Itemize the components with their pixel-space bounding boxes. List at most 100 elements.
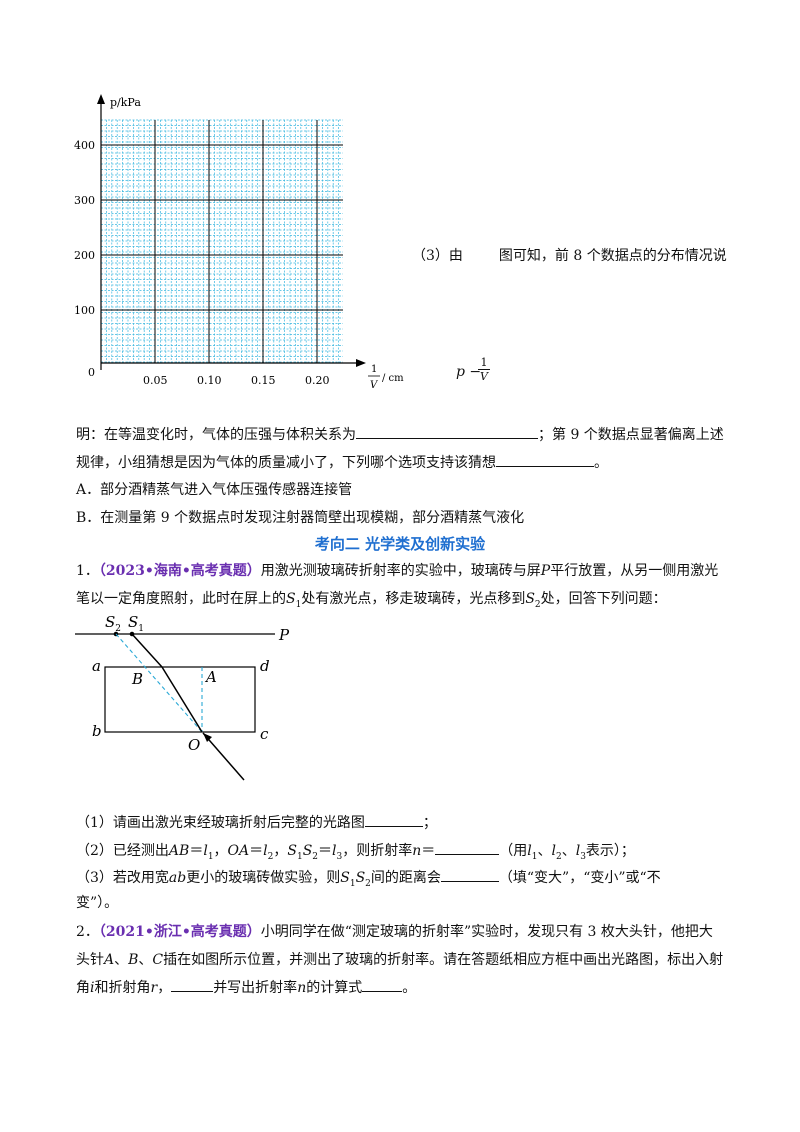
y-tick-300: 300	[74, 194, 95, 207]
y-tick-200: 200	[74, 249, 95, 262]
q2-m3-sub: 3	[580, 851, 586, 862]
y-tick-100: 100	[74, 304, 95, 317]
problem-2-text1: 小明同学在做“测定玻璃的折射率”实验时，发现只有 3 枚大头针，他把大	[260, 924, 713, 940]
q2-m2: l	[551, 843, 556, 859]
answer-blank-q1[interactable]	[364, 812, 423, 827]
problem-2-B: B	[128, 952, 139, 968]
problem-2-text3d: 并写出折射率	[213, 980, 298, 996]
x-tick-0.15: 0.15	[251, 374, 276, 387]
label-O: O	[188, 736, 200, 754]
x-axis-arrow	[356, 359, 366, 367]
side-formula-den: V	[478, 369, 490, 383]
problem-1-text3b: 处有激光点，移走玻璃砖，光点移到	[301, 591, 526, 607]
q2-t4: 表示）；	[585, 843, 635, 859]
q2-S1S2-S2: S	[302, 843, 313, 859]
q3b-S1-sub: 1	[349, 878, 356, 889]
q2-S1S2-sub1: 1	[296, 851, 303, 862]
q2-sep2: 、	[561, 843, 576, 859]
p-vs-inverse-v-grid-graph: p/kPa 400 300 200 100 0 0.05 0.10 0.15 0…	[74, 94, 404, 391]
q2-l2-sub: 2	[267, 851, 274, 862]
problem-2-sep2: 、	[138, 952, 153, 968]
answer-blank-q2[interactable]	[435, 840, 500, 855]
x-tick-0.20: 0.20	[305, 374, 330, 387]
label-b: b	[92, 722, 102, 740]
label-B: B	[131, 670, 143, 688]
problem-1-text1: 用激光测玻璃砖折射率的实验中，玻璃砖与屏	[260, 563, 541, 579]
y-axis-arrow	[97, 94, 105, 104]
problem-2-i: i	[90, 980, 95, 996]
x-label-den: V	[370, 380, 379, 391]
problem-1-text2: 平行放置，从另一侧用激光	[550, 563, 719, 579]
answer-blank-q3b[interactable]	[440, 867, 499, 882]
problem-2-n: n	[297, 980, 307, 996]
problem-1-S2-sub: 2	[534, 599, 541, 610]
q2-m3: l	[575, 843, 581, 859]
q2-sep1: 、	[537, 843, 552, 859]
text-line-2: 规律，小组猜想是因为气体的质量减小了，下列哪个选项支持该猜想 。	[76, 452, 608, 473]
problem-2-source-tag: （2021•浙江•高考真题）	[98, 924, 261, 940]
answer-blank-p2-b[interactable]	[362, 977, 403, 992]
problem-1-S1: S	[286, 591, 296, 607]
problem-2-line-1: 2．（2021•浙江•高考真题）小明同学在做“测定玻璃的折射率”实验时，发现只有…	[76, 922, 713, 942]
problem-1-line-1: 1．（2023•海南•高考真题）用激光测玻璃砖折射率的实验中，玻璃砖与屏P平行放…	[76, 561, 718, 581]
glass-block-abcd	[104, 666, 256, 733]
problem-1-P: P	[540, 563, 551, 579]
problem-2-line-3: 角i和折射角r， 并写出折射率n的计算式 。	[76, 977, 416, 998]
q2-m1: l	[527, 843, 532, 859]
label-c: c	[260, 725, 269, 743]
y-axis-label: p/kPa	[110, 96, 141, 109]
q2-m2-sub: 2	[555, 851, 562, 862]
problem-1-number: 1．	[76, 563, 99, 579]
q2-m1-sub: 1	[531, 851, 538, 862]
q3b-S1: S	[340, 870, 350, 886]
problem-2-A: A	[104, 952, 115, 968]
side-formula: p −	[456, 362, 481, 382]
problem-2-sep1: 、	[114, 952, 129, 968]
q2-l1-sub: 1	[207, 851, 214, 862]
problem-2-text3f: 。	[402, 980, 417, 996]
answer-blank-guess[interactable]	[496, 452, 594, 467]
problem-1-text3c: 处，回答下列问题：	[540, 591, 667, 607]
q1-end: ；	[422, 815, 437, 831]
emergent-beam-to-S1	[131, 633, 163, 668]
text-line-1: 明：在等温变化时，气体的压强与体积关系为 ；第 9 个数据点显著偏离上述	[76, 424, 724, 445]
side-formula-num: 1	[480, 356, 488, 369]
q2-l3: l	[332, 843, 337, 859]
q1-line: （1）请画出激光束经玻璃折射后完整的光路图 ；	[76, 812, 437, 833]
problem-2-text3a: 角	[76, 980, 90, 996]
q2-c1: ，	[213, 843, 228, 859]
q2-n: n	[412, 843, 422, 859]
q2-line: （2）已经测出AB＝l1，OA＝l2，S1S2＝l3，则折射率n＝ （用l1、l2…	[76, 840, 635, 867]
side-formula-fraction: 1 V	[478, 356, 490, 383]
fine-grid	[101, 119, 343, 363]
line2-a: 规律，小组猜想是因为气体的质量减小了，下列哪个选项支持该猜想	[76, 455, 496, 471]
answer-blank-p2-a[interactable]	[171, 977, 214, 992]
q3b-ab: ab	[168, 870, 187, 886]
q3b-S2: S	[355, 870, 366, 886]
q2-t3: （用	[499, 843, 528, 859]
q3-suffix: 图可知，前 8 个数据点的分布情况说	[498, 248, 727, 264]
problem-2-text2b: 插在如图所示位置，并测出了玻璃的折射率。请在答题纸相应方框中画出光路图，标出入射	[163, 952, 724, 968]
x-tick-0.10: 0.10	[197, 374, 222, 387]
problem-1-S2: S	[525, 591, 535, 607]
problem-1-source-tag: （2023•海南•高考真题）	[98, 563, 261, 579]
side-formula-minus: −	[469, 364, 482, 380]
q2-S1S2-sub2: 2	[312, 851, 319, 862]
q3b-t4: （填“变大”，“变小”或“不	[498, 870, 661, 886]
line1-b: ；第 9 个数据点显著偏离上述	[538, 427, 724, 443]
answer-blank-relation[interactable]	[356, 424, 538, 439]
dashed-line-S2-O	[115, 633, 203, 733]
side-formula-p: p	[456, 364, 465, 380]
refracted-beam-in-glass	[161, 666, 203, 733]
major-grid	[101, 120, 343, 363]
label-A: A	[204, 668, 217, 686]
problem-2-text3b: 和折射角	[94, 980, 151, 996]
q3b-t1: （3）若改用宽	[76, 870, 169, 886]
label-S1: S1	[128, 613, 144, 634]
problem-2-r: r	[150, 980, 158, 996]
q2-eq2: ＝	[249, 843, 264, 859]
label-P: P	[278, 626, 290, 644]
y-tick-400: 400	[74, 139, 95, 152]
option-b: B．在测量第 9 个数据点时发现注射器筒壁出现模糊，部分酒精蒸气液化	[76, 510, 525, 526]
problem-2-text2a: 头针	[76, 952, 104, 968]
